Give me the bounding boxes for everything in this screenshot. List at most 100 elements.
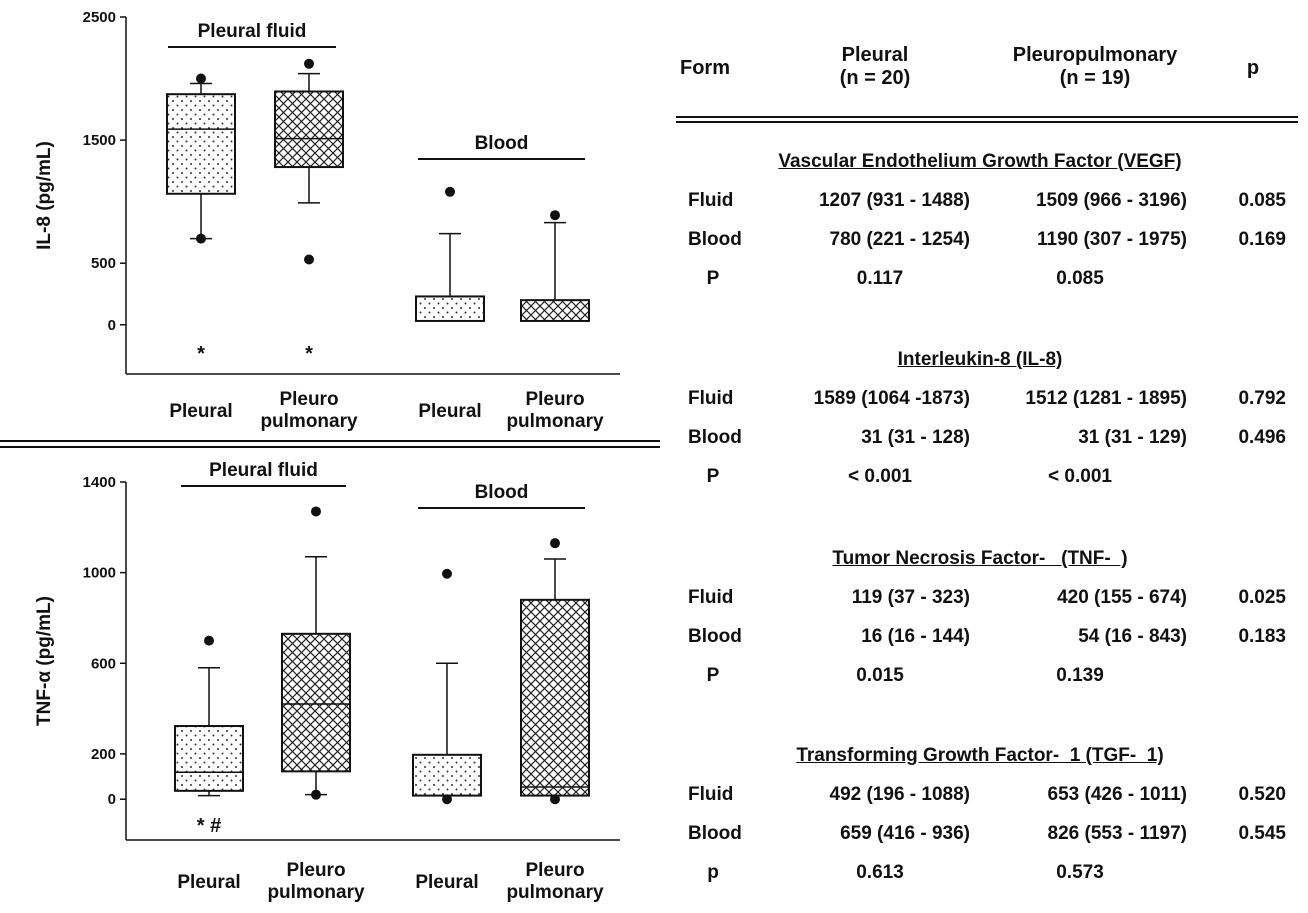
- header-pleuropulmonary-n: (n = 19): [1059, 67, 1131, 89]
- header-pleural-n: (n = 20): [839, 67, 911, 89]
- box: [520, 299, 590, 322]
- cell-pleuropulmonary: 54 (16 - 843): [1078, 626, 1187, 647]
- y-tick-label: 1400: [83, 474, 116, 491]
- category-label: pulmonary: [260, 411, 358, 432]
- header-pleuropulmonary: Pleuropulmonary (n = 19): [995, 44, 1195, 90]
- cell-p-value: 0.496: [1238, 427, 1286, 448]
- row-label: p: [707, 862, 719, 883]
- p-value-pleural: 0.117: [856, 268, 904, 289]
- section-title: Vascular Endothelium Growth Factor (VEGF…: [778, 151, 1182, 172]
- row-label: Blood: [688, 626, 742, 647]
- outlier-point: [196, 73, 206, 84]
- section-title: Tumor Necrosis Factor- (TNF- ): [832, 548, 1128, 569]
- cell-pleural: 492 (196 - 1088): [829, 784, 971, 805]
- p-value-pleuropulmonary: 0.139: [1056, 665, 1104, 686]
- box: [520, 598, 590, 797]
- cell-p-value: 0.520: [1238, 784, 1286, 805]
- row-label: Fluid: [688, 784, 734, 805]
- cell-pleural: 780 (221 - 1254): [829, 229, 971, 250]
- header-p: p: [1246, 57, 1260, 79]
- outlier-point: [204, 635, 214, 646]
- outlier-point: [550, 210, 560, 221]
- y-tick-label: 200: [91, 746, 116, 763]
- row-label: Blood: [688, 823, 742, 844]
- outlier-point: [550, 538, 560, 549]
- row-label: P: [706, 665, 720, 686]
- outlier-point: [311, 506, 321, 517]
- outlier-point: [304, 254, 314, 265]
- outlier-point: [311, 789, 321, 800]
- outlier-point: [196, 233, 206, 244]
- row-label: Fluid: [688, 190, 734, 211]
- category-label: pulmonary: [506, 411, 604, 432]
- category-label: Pleuro: [525, 389, 584, 410]
- p-value-pleuropulmonary: 0.573: [1056, 862, 1104, 883]
- cell-pleuropulmonary: 31 (31 - 129): [1078, 427, 1187, 448]
- header-rule-bottom: [676, 121, 1298, 123]
- cell-pleuropulmonary: 1190 (307 - 1975): [1036, 229, 1187, 250]
- significance-marker: * #: [197, 815, 221, 837]
- group-label: Pleural fluid: [198, 21, 307, 42]
- cell-p-value: 0.169: [1238, 229, 1286, 250]
- group-label: Pleural fluid: [209, 460, 318, 481]
- cell-pleuropulmonary: 1509 (966 - 3196): [1035, 190, 1187, 211]
- cell-pleuropulmonary: 1512 (1281 - 1895): [1025, 388, 1187, 409]
- outlier-point: [445, 186, 455, 197]
- p-value-pleural: < 0.001: [848, 466, 912, 487]
- category-label: Pleural: [418, 401, 481, 422]
- outlier-point: [442, 568, 452, 579]
- cell-pleuropulmonary: 653 (426 - 1011): [1047, 784, 1187, 805]
- group-label: Blood: [475, 482, 529, 503]
- row-label: P: [706, 268, 720, 289]
- section-title: Transforming Growth Factor- 1 (TGF- 1): [796, 745, 1164, 766]
- box: [415, 295, 485, 322]
- category-label: Pleural: [415, 872, 478, 893]
- header-pleural-label: Pleural: [841, 44, 909, 66]
- p-value-pleuropulmonary: 0.085: [1056, 268, 1104, 289]
- row-label: P: [706, 466, 720, 487]
- row-label: Fluid: [688, 587, 734, 608]
- category-label: Pleuro: [286, 860, 345, 881]
- category-label: Pleuro: [279, 389, 338, 410]
- cell-pleuropulmonary: 826 (553 - 1197): [1047, 823, 1187, 844]
- y-tick-label: 1500: [83, 132, 116, 149]
- significance-marker: *: [197, 343, 205, 365]
- header-pleuropulmonary-label: Pleuropulmonary: [1012, 44, 1178, 66]
- y-axis-label: TNF-α (pg/mL): [34, 596, 55, 726]
- category-label: pulmonary: [506, 882, 604, 903]
- cell-pleural: 31 (31 - 128): [861, 427, 970, 448]
- box: [174, 725, 244, 792]
- category-label: Pleural: [169, 401, 232, 422]
- section-title: Interleukin-8 (IL-8): [897, 349, 1063, 370]
- box: [166, 93, 236, 195]
- y-tick-label: 2500: [83, 9, 116, 26]
- cell-p-value: 0.545: [1238, 823, 1286, 844]
- box: [281, 632, 351, 773]
- y-tick-label: 500: [91, 255, 116, 272]
- y-axis-label: IL-8 (pg/mL): [34, 141, 55, 250]
- row-label: Blood: [688, 229, 742, 250]
- cell-pleural: 659 (416 - 936): [840, 823, 970, 844]
- y-tick-label: 0: [108, 317, 116, 334]
- p-value-pleural: 0.015: [856, 665, 904, 686]
- row-label: Blood: [688, 427, 742, 448]
- cell-pleural: 1589 (1064 -1873): [813, 388, 970, 409]
- category-label: Pleural: [177, 872, 240, 893]
- significance-marker: *: [305, 343, 313, 365]
- box: [412, 753, 482, 797]
- outlier-point: [550, 794, 560, 805]
- outlier-point: [442, 794, 452, 805]
- p-value-pleural: 0.613: [856, 862, 904, 883]
- outlier-point: [304, 58, 314, 69]
- il8-box-plot: 0 500 1500 2500 IL-8 (pg/mL) Pleural fluid Blo…: [34, 9, 620, 432]
- header-rule-top: [676, 116, 1298, 118]
- cell-p-value: 0.792: [1238, 388, 1286, 409]
- cell-p-value: 0.025: [1238, 587, 1286, 608]
- cell-pleuropulmonary: 420 (155 - 674): [1057, 587, 1187, 608]
- y-tick-label: 1000: [83, 565, 116, 582]
- header-pleural: Pleural (n = 20): [800, 44, 950, 90]
- row-label: Fluid: [688, 388, 734, 409]
- cell-p-value: 0.183: [1238, 626, 1286, 647]
- category-label: pulmonary: [267, 882, 365, 903]
- header-form: Form: [680, 57, 730, 79]
